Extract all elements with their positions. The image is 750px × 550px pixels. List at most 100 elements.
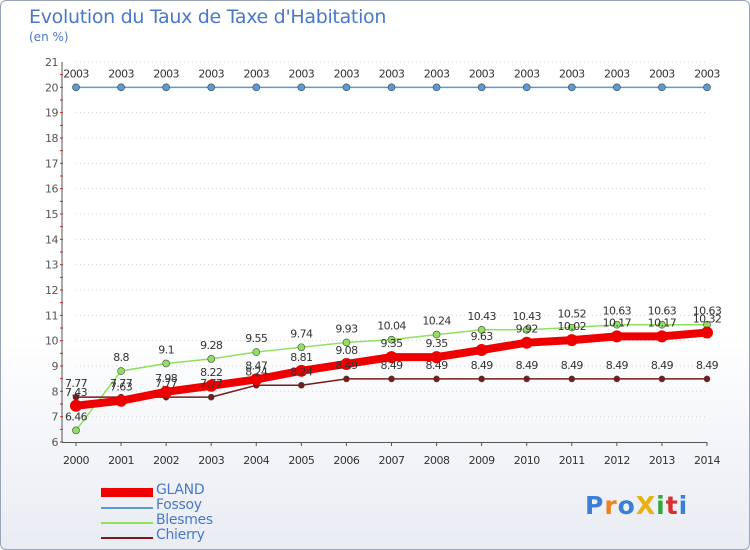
data-label-chierry: 8.49 (651, 359, 674, 372)
data-point-gland (565, 334, 578, 347)
chart-title: Evolution du Taux de Taxe d'Habitation (29, 6, 387, 28)
data-label-gland: 9.08 (335, 344, 358, 357)
data-point-fossoy (567, 83, 576, 92)
data-label-fossoy: 2003 (424, 67, 450, 80)
data-point-blesmes (522, 325, 531, 334)
data-point-fossoy (207, 83, 216, 92)
data-label-gland: 10.02 (558, 320, 587, 333)
logo-letter: o (617, 491, 636, 520)
data-point-fossoy (297, 83, 306, 92)
data-point-gland (115, 394, 128, 407)
data-point-chierry (523, 375, 531, 383)
data-point-gland (160, 385, 173, 398)
data-point-blesmes (613, 320, 621, 329)
data-label-blesmes: 10.43 (467, 310, 496, 323)
data-point-blesmes (72, 426, 80, 435)
x-tick-label: 2008 (424, 454, 450, 467)
x-tick-label: 2006 (333, 454, 359, 467)
y-tick-label: 12 (45, 284, 58, 297)
data-point-gland (340, 357, 353, 370)
data-label-fossoy: 2003 (243, 67, 269, 80)
data-label-fossoy: 2003 (108, 67, 134, 80)
data-label-chierry: 7.77 (155, 377, 178, 390)
data-point-blesmes (252, 348, 261, 356)
data-point-gland (250, 373, 263, 386)
x-tick-label: 2000 (63, 454, 89, 467)
data-point-blesmes (567, 323, 576, 332)
y-tick-label: 11 (45, 309, 58, 322)
data-label-gland: 8.22 (200, 366, 222, 379)
data-label-blesmes: 10.52 (558, 307, 587, 320)
data-point-fossoy (162, 83, 170, 92)
data-label-fossoy: 2003 (604, 67, 630, 80)
data-point-blesmes (387, 335, 396, 344)
data-label-gland: 10.17 (603, 316, 632, 329)
data-label-fossoy: 2003 (649, 67, 675, 80)
data-label-fossoy: 2003 (379, 67, 405, 80)
data-label-fossoy: 2003 (289, 67, 315, 80)
legend-label-chierry: Chierry (156, 527, 205, 543)
data-point-chierry (343, 375, 350, 383)
x-tick-label: 2012 (604, 454, 630, 467)
data-point-chierry (433, 375, 440, 383)
data-label-chierry: 7.77 (200, 377, 223, 390)
data-label-blesmes: 10.43 (512, 310, 541, 323)
data-point-gland (610, 330, 623, 343)
y-tick-label: 9 (52, 360, 59, 373)
data-point-fossoy (613, 83, 621, 92)
data-label-gland: 9.92 (516, 323, 538, 336)
data-point-blesmes (432, 330, 441, 339)
y-tick-label: 10 (45, 335, 58, 348)
logo-letter: i (678, 491, 689, 520)
data-point-chierry (658, 375, 666, 383)
data-point-gland (205, 379, 218, 392)
data-point-chierry (478, 375, 485, 383)
data-label-blesmes: 10.24 (422, 315, 451, 328)
data-label-blesmes: 9.55 (245, 332, 268, 345)
data-point-chierry (613, 375, 621, 383)
data-label-gland: 7.98 (155, 372, 178, 385)
data-point-chierry (298, 381, 305, 389)
data-label-chierry: 8.49 (380, 359, 403, 372)
data-label-gland: 10.17 (648, 316, 677, 329)
x-tick-label: 2002 (153, 454, 179, 467)
data-label-fossoy: 2003 (153, 67, 179, 80)
x-tick-label: 2010 (514, 454, 540, 467)
x-tick-label: 2007 (379, 454, 405, 467)
data-label-blesmes: 10.63 (603, 305, 632, 318)
data-label-blesmes: 9.1 (158, 343, 174, 356)
data-point-fossoy (342, 83, 351, 92)
data-label-chierry: 8.49 (471, 359, 494, 372)
data-label-gland: 9.63 (471, 330, 494, 343)
x-tick-label: 2005 (288, 454, 314, 467)
data-point-chierry (703, 375, 711, 383)
data-point-gland (475, 344, 488, 357)
data-point-gland (295, 364, 308, 377)
data-label-gland: 7.63 (110, 381, 133, 394)
data-label-gland: 7.43 (65, 386, 88, 399)
data-label-fossoy: 2003 (694, 67, 720, 80)
data-label-fossoy: 2003 (469, 67, 495, 80)
legend-label-fossoy: Fossoy (156, 497, 202, 513)
data-point-fossoy (252, 83, 261, 92)
data-label-fossoy: 2003 (63, 67, 89, 80)
x-tick-label: 2013 (649, 454, 675, 467)
data-label-blesmes: 6.46 (65, 410, 88, 423)
data-label-chierry: 8.24 (245, 365, 268, 378)
data-label-blesmes: 9.93 (335, 322, 358, 335)
legend-label-blesmes: Blesmes (156, 512, 213, 528)
x-tick-label: 2004 (243, 454, 269, 467)
y-tick-label: 19 (45, 107, 58, 120)
data-label-fossoy: 2003 (198, 67, 224, 80)
data-label-gland: 8.81 (290, 351, 312, 364)
legend-swatch-chierry (101, 537, 153, 539)
data-point-fossoy (387, 83, 396, 92)
data-label-fossoy: 2003 (514, 67, 540, 80)
data-label-blesmes: 10.63 (693, 305, 722, 318)
y-tick-label: 21 (45, 56, 58, 69)
legend-swatch-blesmes (101, 522, 153, 524)
data-label-blesmes: 8.8 (113, 351, 129, 364)
x-tick-label: 2014 (694, 454, 720, 467)
